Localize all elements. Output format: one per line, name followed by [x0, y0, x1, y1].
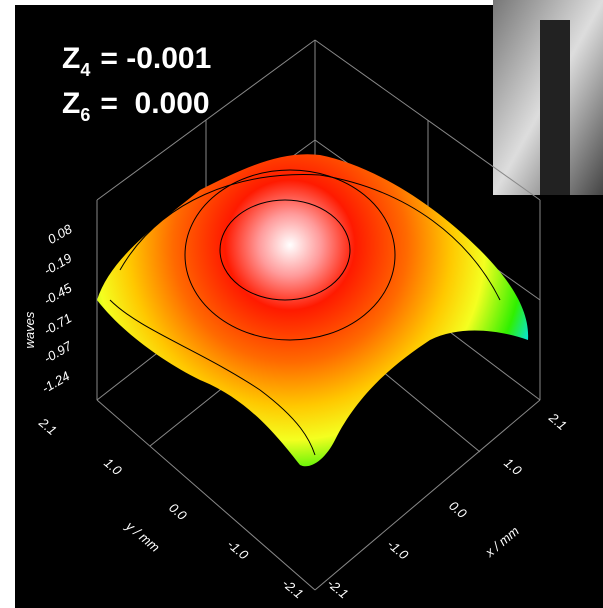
photo-detail — [540, 20, 570, 195]
symbol: Z — [62, 42, 80, 75]
figure: 0.08-0.19-0.45-0.71-0.97-1.24waves2.11.0… — [0, 0, 603, 608]
z-axis-label: waves — [22, 311, 37, 348]
subscript: 4 — [80, 60, 90, 80]
subscript: 6 — [80, 105, 90, 125]
annotation-text: = 0.000 — [100, 87, 209, 120]
symbol: Z — [62, 87, 80, 120]
annotation-text: = -0.001 — [100, 42, 211, 75]
